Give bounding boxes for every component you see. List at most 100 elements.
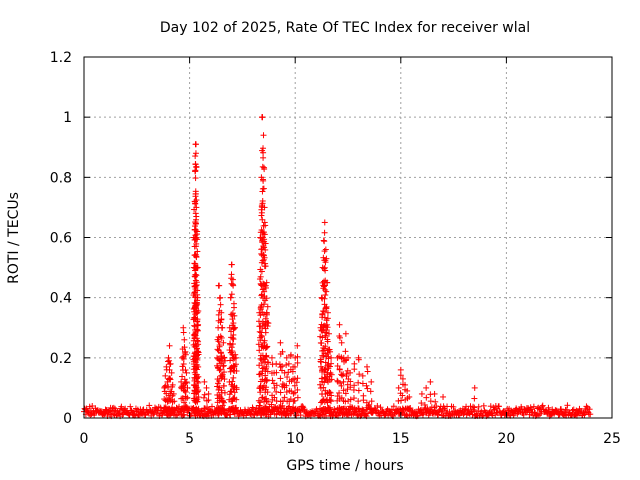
data-point [321, 219, 328, 226]
data-point-trail [327, 406, 334, 413]
data-point-trail [220, 362, 227, 369]
data-point-trail [263, 352, 270, 359]
data-point-trail [219, 371, 226, 378]
data-point [327, 348, 334, 355]
data-point-trail [220, 363, 227, 370]
data-point-trail [364, 385, 371, 392]
data-point-trail [273, 388, 280, 395]
data-point [283, 354, 290, 361]
x-tick-label: 0 [80, 431, 89, 447]
data-point-trail [321, 229, 328, 236]
data-point-trail [440, 403, 447, 410]
data-point-trail [232, 351, 239, 358]
data-point-trail [194, 248, 201, 255]
data-point-trail [220, 399, 227, 406]
baseline-point [314, 408, 321, 415]
data-point-trail [217, 301, 224, 308]
baseline-point [450, 403, 457, 410]
data-point [404, 387, 411, 394]
data-point-trail [193, 279, 200, 286]
baseline-point [570, 406, 577, 413]
data-point-trail [194, 287, 201, 294]
data-point-trail [192, 383, 199, 390]
data-point-trail [180, 360, 187, 367]
data-point-trail [364, 368, 371, 375]
data-point-trail [171, 398, 178, 405]
data-point-trail [323, 288, 330, 295]
data-point-trail [231, 304, 238, 311]
data-point-trail [326, 363, 333, 370]
data-point-trail [192, 200, 199, 207]
baseline-point [446, 408, 453, 415]
data-point-trail [471, 395, 478, 402]
baseline-point [530, 403, 537, 410]
data-point-trail [255, 397, 262, 404]
data-point [178, 378, 185, 385]
data-point-trail [227, 357, 234, 364]
baseline-point [297, 412, 304, 419]
data-point-trail [322, 366, 329, 373]
data-point-trail [201, 391, 208, 398]
data-point-trail [336, 366, 343, 373]
data-point [423, 384, 430, 391]
data-point-trail [324, 324, 331, 331]
data-point [427, 378, 434, 385]
baseline-point [390, 403, 397, 410]
data-point-trail [327, 389, 334, 396]
baseline-point [438, 408, 445, 415]
data-point-trail [261, 236, 268, 243]
data-point-trail [226, 391, 233, 398]
data-point-trail [291, 363, 298, 370]
data-point-trail [193, 197, 200, 204]
baseline-point [411, 408, 418, 415]
data-point-trail [294, 406, 301, 413]
data-point [218, 309, 225, 316]
data-point-trail [228, 291, 235, 298]
data-point-trail [205, 397, 212, 404]
data-point-trail [261, 166, 268, 173]
data-point [194, 294, 201, 301]
data-point-trail [192, 220, 199, 227]
baseline-point [513, 405, 520, 412]
data-point-trail [195, 308, 202, 315]
data-point-trail [233, 384, 240, 391]
data-point-trail [192, 210, 199, 217]
data-point [201, 378, 208, 385]
baseline-point [273, 411, 280, 418]
data-point-trail [219, 398, 226, 405]
baseline-point [487, 403, 494, 410]
data-point-trail [264, 323, 271, 330]
data-point-trail [195, 394, 202, 401]
data-point [325, 330, 332, 337]
baseline-point [470, 403, 477, 410]
data-point-trail [183, 379, 190, 386]
data-point [203, 384, 210, 391]
data-point [368, 378, 375, 385]
data-point-trail [228, 311, 235, 318]
baseline-point [116, 409, 123, 416]
data-point-trail [193, 163, 200, 170]
baseline-point [131, 408, 138, 415]
data-point-trail [279, 381, 286, 388]
x-axis-label: GPS time / hours [286, 458, 403, 474]
data-point-trail [228, 261, 235, 268]
data-point-trail [338, 394, 345, 401]
data-point-trail [214, 383, 221, 390]
data-point-trail [263, 377, 270, 384]
data-point-trail [215, 338, 222, 345]
data-point-trail [363, 382, 370, 389]
data-point-trail [277, 364, 284, 371]
data-point-trail [326, 389, 333, 396]
baseline-point [311, 411, 318, 418]
baseline-point [110, 410, 117, 417]
data-point-trail [230, 336, 237, 343]
y-tick-label: 1 [63, 110, 72, 126]
data-point-trail [284, 374, 291, 381]
y-tick-label: 0.6 [50, 231, 72, 247]
baseline-point [208, 403, 215, 410]
data-point-trail [233, 396, 240, 403]
data-point-trail [263, 309, 270, 316]
data-point-trail [169, 407, 176, 414]
data-point-trail [319, 311, 326, 318]
data-point-trail [351, 395, 358, 402]
